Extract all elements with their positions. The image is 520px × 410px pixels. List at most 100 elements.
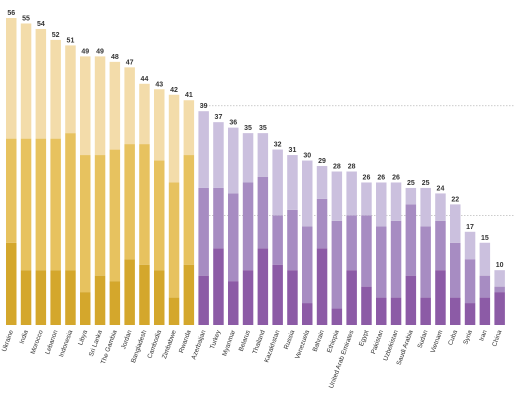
category-label: Lebanon — [44, 329, 59, 356]
category-label: Thailand — [252, 329, 267, 355]
bar-segment — [464, 259, 476, 304]
bar-segment — [302, 160, 313, 227]
category-label: Morocco — [30, 329, 45, 355]
bar-segment — [183, 100, 195, 156]
bar-segment — [168, 94, 180, 183]
bar-segment — [257, 133, 269, 177]
category-label: Vietnam — [430, 329, 445, 354]
bar-segment — [420, 187, 431, 227]
bar-segment — [272, 215, 283, 265]
category-label: Ukraine — [1, 329, 15, 353]
bar-segment — [435, 193, 446, 221]
bar-segment — [139, 83, 150, 145]
category-label: Sudan — [417, 329, 430, 349]
category-label: Belarus — [238, 329, 252, 353]
value-label: 49 — [81, 48, 89, 55]
bar-segment — [242, 270, 254, 325]
value-label: 54 — [37, 21, 45, 28]
bar-segment — [272, 149, 283, 216]
value-label: 15 — [481, 235, 489, 242]
bar-segment — [124, 144, 135, 260]
bar-segment — [479, 242, 491, 276]
bar-segment — [376, 182, 387, 227]
category-label: Kazakhstan — [263, 329, 281, 364]
value-label: 22 — [451, 196, 459, 203]
bar-segment — [376, 297, 387, 325]
bar-segment — [65, 133, 76, 271]
bar-segment — [139, 264, 150, 325]
bar-segment — [6, 18, 17, 139]
bar-segment — [109, 61, 121, 150]
bar-segment — [228, 193, 239, 282]
bar-segment — [257, 248, 269, 325]
bar-segment — [20, 23, 32, 139]
bar-segment — [494, 270, 505, 287]
category-label: Myanmar — [221, 329, 237, 358]
bar-segment — [6, 138, 17, 243]
value-label: 25 — [422, 180, 430, 187]
category-label: Venezuela — [294, 329, 311, 360]
value-label: 30 — [303, 153, 311, 160]
value-label: 29 — [318, 158, 326, 165]
bar-segment — [316, 166, 328, 199]
bar-segment — [331, 171, 343, 221]
bar-segment — [139, 144, 150, 265]
bar-segment — [494, 292, 505, 325]
bar-segment — [316, 198, 328, 249]
bar-segment — [94, 56, 106, 156]
value-labels: 56 55 54 52 51 49 49 48 47 44 43 42 41 39 37 36 35 35 32 31… — [7, 10, 503, 269]
value-label: 44 — [141, 76, 149, 83]
bar-segment — [287, 209, 298, 271]
bar-segment — [390, 220, 402, 298]
category-label: Cuba — [447, 329, 459, 346]
bar-segment — [316, 248, 328, 325]
bar-segment — [80, 292, 91, 325]
category-label: India — [19, 329, 31, 345]
category-label: Ethiopia — [326, 329, 341, 354]
bar-segment — [302, 226, 313, 304]
category-label: Rwanda — [178, 329, 193, 354]
category-label: Pakistan — [370, 329, 385, 355]
bar-segment — [346, 270, 357, 325]
bar-segment — [198, 187, 209, 276]
bar-segment — [464, 303, 476, 325]
bar-segment — [242, 133, 254, 183]
value-label: 26 — [377, 174, 385, 181]
bar-segment — [183, 264, 195, 325]
category-label: Libya — [77, 329, 89, 346]
value-label: 28 — [333, 164, 341, 171]
bar-segment — [331, 220, 343, 309]
bar-segment — [213, 248, 224, 325]
bar-segment — [94, 275, 106, 325]
value-label: 35 — [259, 125, 267, 132]
bar-segment — [94, 155, 106, 276]
bar-segment — [450, 297, 461, 325]
value-label: 43 — [155, 81, 163, 88]
bar-segment — [464, 231, 476, 260]
bar-segment — [361, 182, 372, 216]
bar-segment — [390, 297, 402, 325]
value-label: 42 — [170, 87, 178, 94]
bar-segment — [494, 286, 505, 293]
bar-segment — [65, 45, 76, 134]
bar-segment — [435, 270, 446, 325]
bar-segment — [20, 138, 32, 271]
bar-segment — [50, 39, 61, 139]
bar-segment — [405, 187, 417, 205]
bar-segment — [331, 308, 343, 325]
category-label: Syria — [462, 329, 474, 346]
category-label: Russia — [283, 329, 297, 350]
bar-segment — [450, 204, 461, 243]
bar-segment — [154, 270, 165, 325]
bar-segment — [168, 182, 180, 298]
category-label: Bahrain — [312, 329, 326, 353]
value-label: 35 — [244, 125, 252, 132]
bar-segment — [420, 297, 431, 325]
category-label: Iran — [478, 329, 489, 342]
bar-segment — [124, 67, 135, 145]
category-label: China — [491, 329, 504, 348]
category-label: Indonesia — [58, 329, 74, 358]
category-label: Bangladesh — [130, 329, 148, 364]
